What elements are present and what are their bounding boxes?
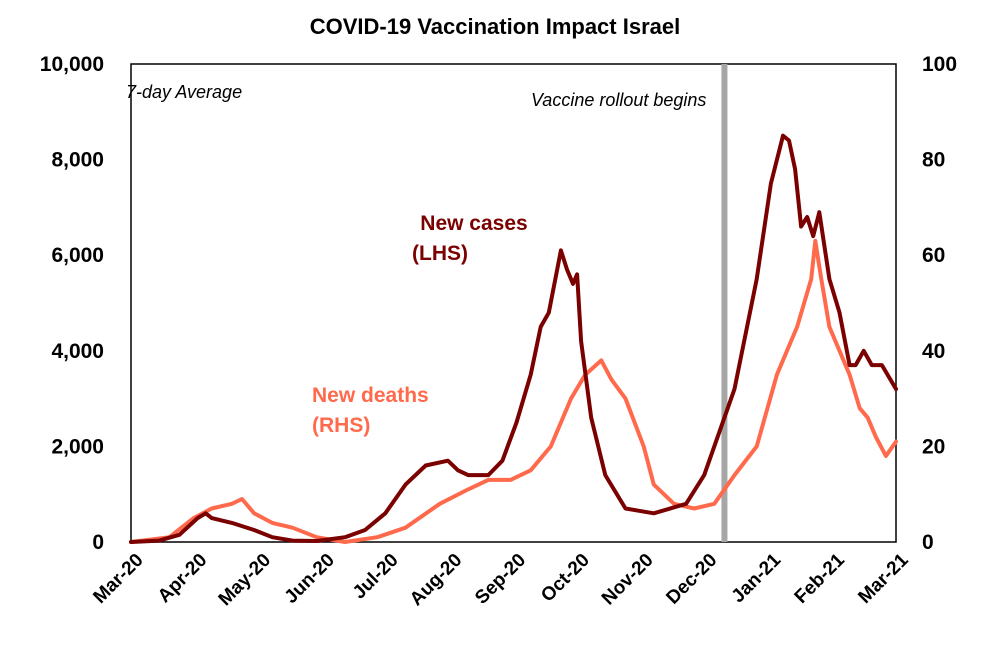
y-right-tick-label: 80 [922,149,945,172]
x-tick-label: Dec-20 [662,550,721,609]
y-right-tick-label: 20 [922,435,945,458]
x-tick-label: Oct-20 [537,550,594,607]
y-left-tick-label: 8,000 [51,149,104,172]
y-left-tick-label: 10,000 [40,53,104,76]
vaccine-rollout-marker: Vaccine rollout begins [531,64,728,542]
deaths-series-label-line1: New deaths [312,384,429,407]
y-axis-left: 0 2,000 4,000 6,000 8,000 10,000 [40,53,104,554]
y-right-tick-label: 100 [922,53,957,76]
x-tick-label: Jun-20 [281,550,339,608]
x-tick-label: Mar-20 [89,550,147,608]
x-tick-label: May-20 [215,550,275,610]
x-tick-label: Aug-20 [406,550,466,610]
vaccine-rollout-label: Vaccine rollout begins [531,90,706,110]
new-cases-line [129,133,898,544]
cases-series-label-line1: New cases [420,212,527,235]
y-left-tick-label: 4,000 [51,340,104,363]
y-right-tick-label: 40 [922,340,945,363]
y-left-tick-label: 2,000 [51,435,104,458]
x-tick-label: Feb-21 [791,549,849,607]
new-deaths-line [129,238,898,544]
x-tick-label: Jul-20 [349,550,403,604]
y-left-tick-label: 6,000 [51,244,104,267]
average-annotation: 7-day Average [126,82,242,102]
y-right-tick-label: 60 [922,244,945,267]
x-axis: Mar-20 Apr-20 May-20 Jun-20 Jul-20 Aug-20 Sep-… [89,549,912,610]
x-tick-label: Sep-20 [471,550,530,609]
plot-area-border [130,63,897,543]
x-tick-label: Jan-21 [728,549,786,607]
y-left-tick-label: 0 [92,531,104,554]
cases-series-label-line2: (LHS) [412,242,468,265]
x-tick-label: Mar-21 [854,549,912,607]
x-tick-label: Apr-20 [154,550,211,607]
deaths-series-label-line2: (RHS) [312,414,370,437]
x-tick-label: Nov-20 [598,550,658,610]
y-right-tick-label: 0 [922,531,934,554]
series-lines [129,133,898,544]
y-axis-right: 0 20 40 60 80 100 [922,53,957,554]
chart-title: COVID-19 Vaccination Impact Israel [310,14,680,39]
